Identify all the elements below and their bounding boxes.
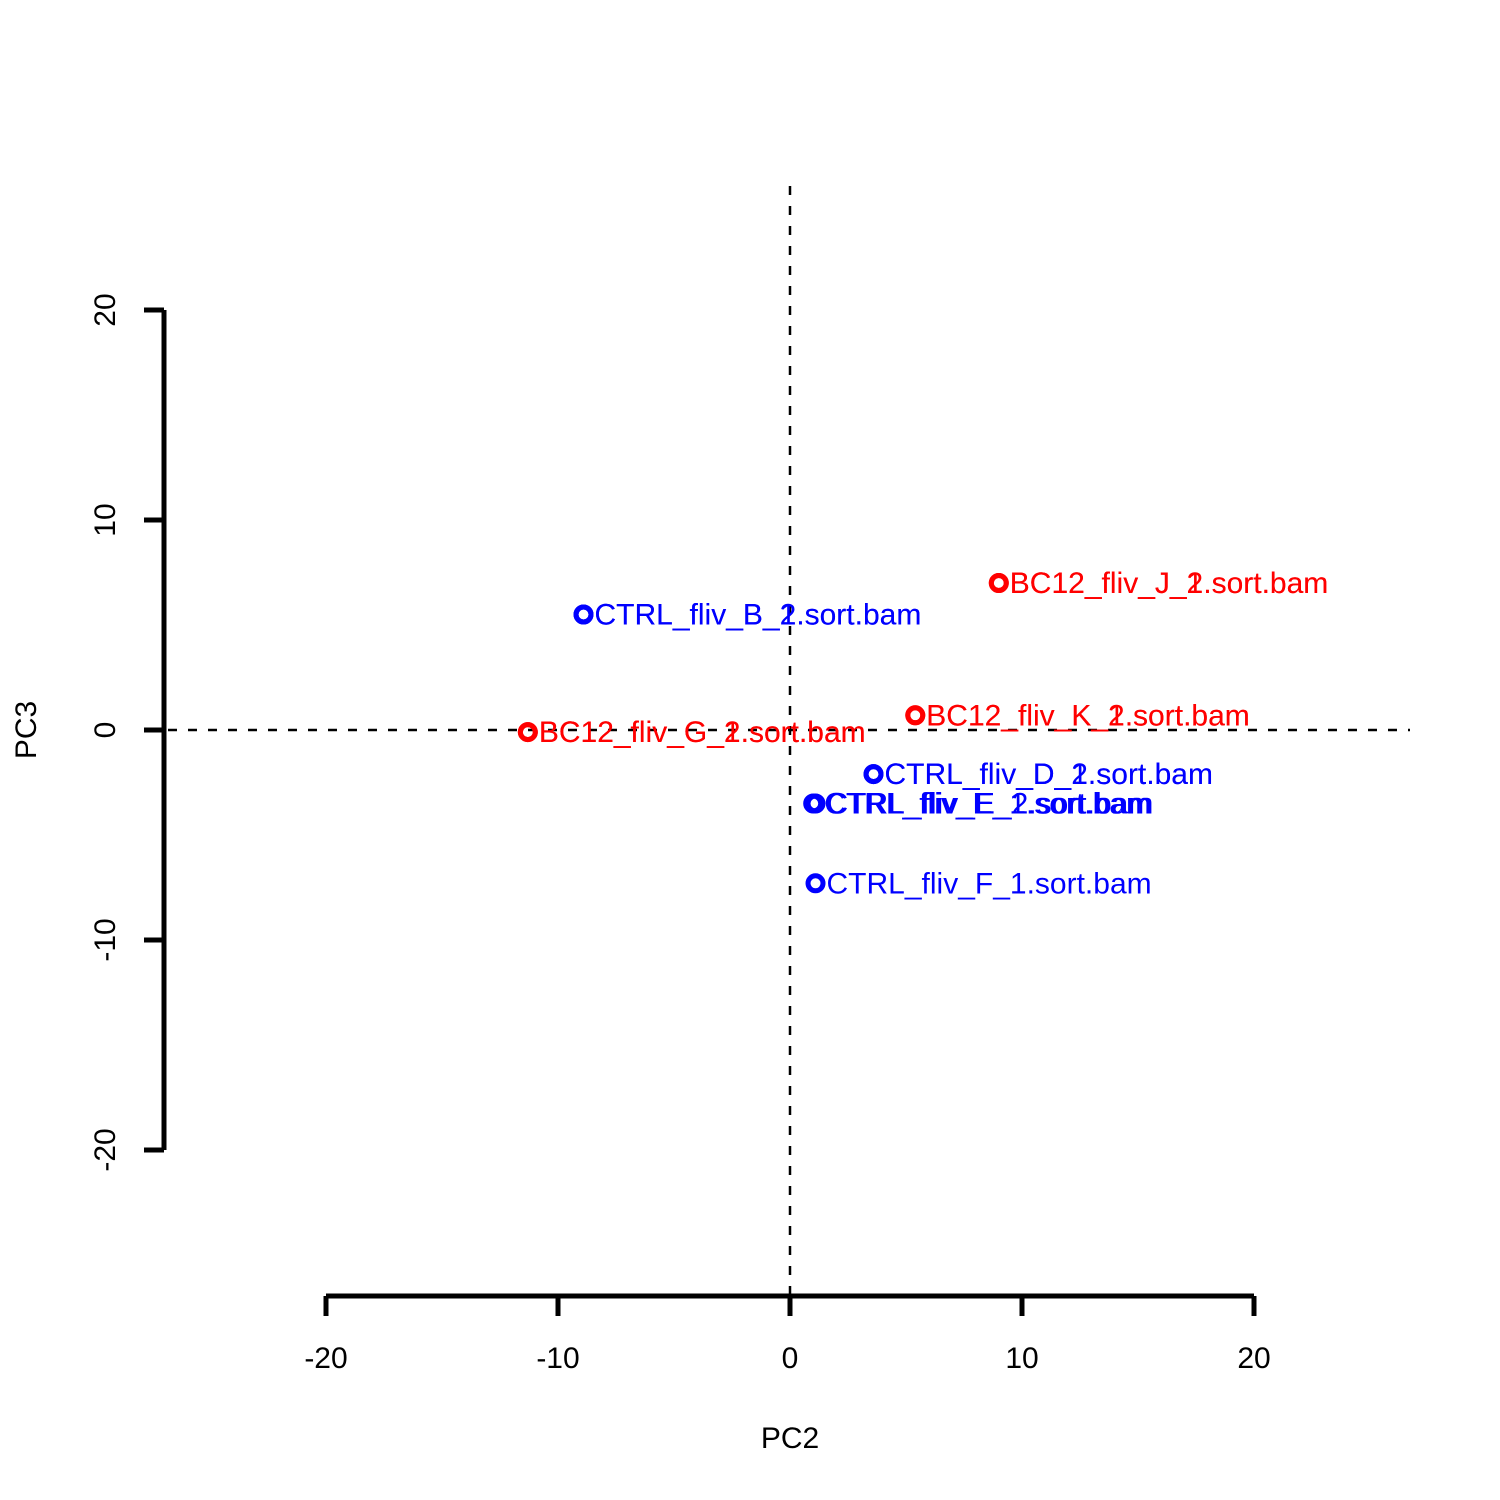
data-point-label: BC12_fliv_G_1.sort.bam — [539, 716, 866, 749]
reference-lines — [168, 186, 1410, 1296]
data-point-label: BC12_fliv_K_2.sort.bam — [926, 699, 1250, 732]
y-tick-label: -20 — [89, 1128, 122, 1171]
x-tick-label: 0 — [782, 1342, 799, 1375]
data-point-label: CTRL_fliv_D_2.sort.bam — [885, 758, 1213, 791]
data-point-label: BC12_fliv_G_2.sort.bam — [539, 716, 866, 749]
x-tick-label: 10 — [1005, 1342, 1038, 1375]
x-axis-title: PC2 — [761, 1422, 819, 1455]
data-point-label: CTRL_fliv_D_1.sort.bam — [885, 758, 1213, 791]
data-point-label: BC12_fliv_J_2.sort.bam — [1010, 567, 1329, 600]
data-point — [905, 705, 926, 726]
x-axis: -20 -10 0 10 20 — [304, 1293, 1271, 1375]
data-point-label: CTRL_fliv_B_2.sort.bam — [595, 599, 922, 632]
x-tick-label: -20 — [304, 1342, 347, 1375]
data-point — [517, 722, 538, 743]
y-tick-label: 20 — [89, 293, 122, 326]
x-tick-label: -10 — [536, 1342, 579, 1375]
data-point — [805, 873, 826, 894]
y-axis: -20 -10 0 10 20 — [89, 293, 167, 1172]
data-point — [988, 573, 1009, 593]
data-point-label: BC12_fliv_K_1.sort.bam — [926, 699, 1250, 732]
y-axis-title: PC3 — [10, 701, 43, 759]
y-tick-label: -10 — [89, 918, 122, 961]
y-tick-label: 0 — [89, 722, 122, 739]
data-point-label: CTRL_fliv_F_1.sort.bam — [827, 867, 1152, 900]
data-point — [573, 604, 594, 625]
x-tick-label: 20 — [1237, 1342, 1270, 1375]
y-tick-label: 10 — [89, 503, 122, 536]
data-point — [863, 764, 884, 785]
data-point-label: BC12_fliv_J_1.sort.bam — [1010, 567, 1329, 600]
data-point — [805, 793, 826, 814]
data-point-label: CTRL_fliv_E_2.sort.bam — [827, 788, 1154, 821]
data-points: BC12_fliv_J_1.sort.bamBC12_fliv_J_2.sort… — [517, 567, 1329, 900]
data-point-label: CTRL_fliv_E_1.sort.bam — [824, 788, 1151, 821]
data-point-label: CTRL_fliv_B_1.sort.bam — [595, 599, 922, 632]
